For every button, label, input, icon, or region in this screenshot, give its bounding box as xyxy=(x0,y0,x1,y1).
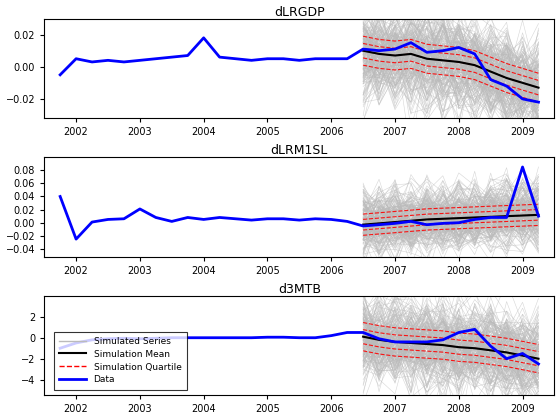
Title: dLRM1SL: dLRM1SL xyxy=(270,144,328,157)
Legend: Simulated Series, Simulation Mean, Simulation Quartile, Data: Simulated Series, Simulation Mean, Simul… xyxy=(54,332,187,390)
Title: dLRGDP: dLRGDP xyxy=(274,5,325,18)
Title: d3MTB: d3MTB xyxy=(278,283,321,296)
